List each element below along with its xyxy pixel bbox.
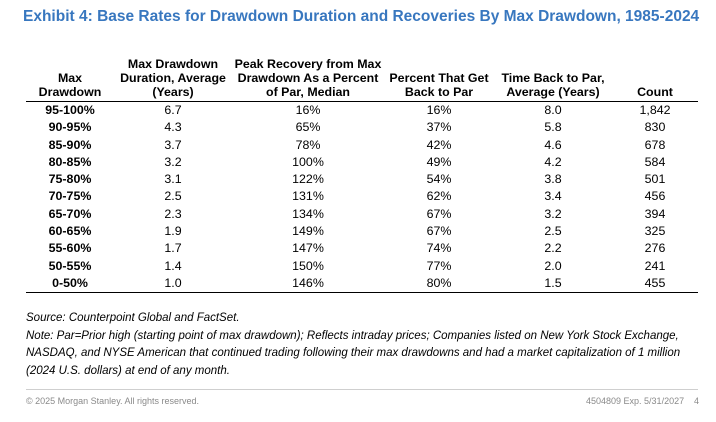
cell-count: 584 — [644, 154, 666, 169]
cell-time-back: 3.2 — [544, 206, 562, 221]
table-row: 0-50% 1.0 146% 80% 1.5 455 — [26, 274, 698, 294]
table-row: 75-80% 3.1 122% 54% 3.8 501 — [26, 171, 698, 188]
header-peak-recovery: Peak Recovery from Max Drawdown As a Per… — [232, 37, 384, 102]
cell-peak-recovery: 16% — [295, 103, 321, 117]
cell-duration: 4.3 — [164, 120, 182, 135]
cell-duration: 1.9 — [164, 224, 182, 239]
table-row: 70-75% 2.5 131% 62% 3.4 456 — [26, 188, 698, 205]
table-row: 60-65% 1.9 149% 67% 2.5 325 — [26, 223, 698, 240]
cell-time-back: 2.5 — [544, 224, 562, 239]
cell-percent-back: 49% — [426, 154, 452, 169]
cell-peak-recovery: 131% — [292, 189, 324, 204]
table-row: 95-100% 6.7 16% 16% 8.0 1,842 — [26, 102, 698, 120]
cell-peak-recovery: 149% — [292, 224, 324, 239]
cell-peak-recovery: 78% — [295, 137, 321, 152]
cell-percent-back: 62% — [426, 189, 452, 204]
cell-time-back: 2.0 — [544, 258, 562, 273]
cell-duration: 3.1 — [164, 172, 182, 187]
cell-max-drawdown: 55-60% — [48, 241, 92, 256]
cell-percent-back: 74% — [426, 241, 452, 256]
cell-time-back: 8.0 — [544, 103, 562, 117]
cell-max-drawdown: 80-85% — [48, 154, 92, 169]
cell-count: 501 — [644, 172, 666, 187]
header-max-drawdown: Max Drawdown — [26, 37, 114, 102]
cell-time-back: 3.8 — [544, 172, 562, 187]
cell-max-drawdown: 75-80% — [48, 172, 92, 187]
header-time-back: Time Back to Par, Average (Years) — [494, 37, 612, 102]
cell-count: 455 — [612, 274, 698, 294]
cell-count: 325 — [644, 224, 666, 239]
definition-note: Note: Par=Prior high (starting point of … — [26, 329, 681, 377]
cell-percent-back: 54% — [426, 172, 452, 187]
cell-percent-back: 16% — [426, 103, 452, 117]
header-percent-back: Percent That Get Back to Par — [384, 37, 494, 102]
footer-copyright: © 2025 Morgan Stanley. All rights reserv… — [26, 396, 200, 406]
table-row: 80-85% 3.2 100% 49% 4.2 584 — [26, 154, 698, 171]
cell-time-back: 1.5 — [494, 274, 612, 294]
cell-duration: 1.7 — [164, 241, 182, 256]
cell-time-back: 2.2 — [544, 241, 562, 256]
cell-percent-back: 67% — [426, 224, 452, 239]
cell-peak-recovery: 100% — [292, 154, 324, 169]
cell-duration: 1.0 — [114, 274, 232, 294]
cell-max-drawdown: 65-70% — [48, 206, 92, 221]
cell-peak-recovery: 147% — [292, 241, 324, 256]
footer-divider — [26, 389, 698, 390]
cell-max-drawdown: 0-50% — [26, 274, 114, 294]
cell-percent-back: 67% — [426, 206, 452, 221]
cell-max-drawdown: 50-55% — [48, 258, 92, 273]
cell-percent-back: 80% — [384, 274, 494, 294]
cell-peak-recovery: 134% — [292, 206, 324, 221]
header-count: Count — [612, 37, 698, 102]
cell-duration: 3.2 — [164, 154, 182, 169]
cell-percent-back: 77% — [426, 258, 452, 273]
cell-count: 241 — [644, 258, 666, 273]
cell-count: 678 — [644, 137, 666, 152]
cell-percent-back: 42% — [426, 137, 452, 152]
footer-doc-id: 4504809 Exp. 5/31/2027 — [586, 396, 685, 406]
cell-count: 456 — [644, 189, 666, 204]
exhibit-title: Exhibit 4: Base Rates for Drawdown Durat… — [23, 8, 700, 25]
cell-max-drawdown: 70-75% — [48, 189, 92, 204]
table-row: 55-60% 1.7 147% 74% 2.2 276 — [26, 240, 698, 257]
cell-peak-recovery: 146% — [232, 274, 384, 294]
cell-percent-back: 37% — [426, 120, 452, 135]
drawdown-table: Max Drawdown Max Drawdown Duration, Aver… — [26, 37, 698, 294]
cell-max-drawdown: 85-90% — [48, 137, 92, 152]
cell-max-drawdown: 95-100% — [45, 103, 95, 117]
table-row: 90-95% 4.3 65% 37% 5.8 830 — [26, 119, 698, 136]
table-row: 50-55% 1.4 150% 77% 2.0 241 — [26, 258, 698, 275]
cell-peak-recovery: 65% — [295, 120, 321, 135]
cell-time-back: 4.2 — [544, 154, 562, 169]
cell-count: 1,842 — [639, 103, 671, 117]
cell-max-drawdown: 90-95% — [48, 120, 92, 135]
cell-time-back: 4.6 — [544, 137, 562, 152]
cell-time-back: 5.8 — [544, 120, 562, 135]
notes: Source: Counterpoint Global and FactSet.… — [26, 310, 698, 380]
cell-duration: 3.7 — [164, 137, 182, 152]
table-header-row: Max Drawdown Max Drawdown Duration, Aver… — [26, 37, 698, 102]
table-row: 65-70% 2.3 134% 67% 3.2 394 — [26, 206, 698, 223]
page-number: 4 — [694, 396, 700, 406]
cell-duration: 2.5 — [164, 189, 182, 204]
header-duration: Max Drawdown Duration, Average (Years) — [114, 37, 232, 102]
cell-max-drawdown: 60-65% — [48, 224, 92, 239]
cell-time-back: 3.4 — [544, 189, 562, 204]
cell-duration: 2.3 — [164, 206, 182, 221]
cell-peak-recovery: 150% — [292, 258, 324, 273]
cell-count: 394 — [644, 206, 666, 221]
cell-count: 276 — [644, 241, 666, 256]
cell-count: 830 — [644, 120, 666, 135]
table-row: 85-90% 3.7 78% 42% 4.6 678 — [26, 137, 698, 154]
cell-duration: 1.4 — [164, 258, 182, 273]
cell-duration: 6.7 — [164, 103, 182, 117]
source-note: Source: Counterpoint Global and FactSet. — [26, 312, 240, 324]
cell-peak-recovery: 122% — [292, 172, 324, 187]
